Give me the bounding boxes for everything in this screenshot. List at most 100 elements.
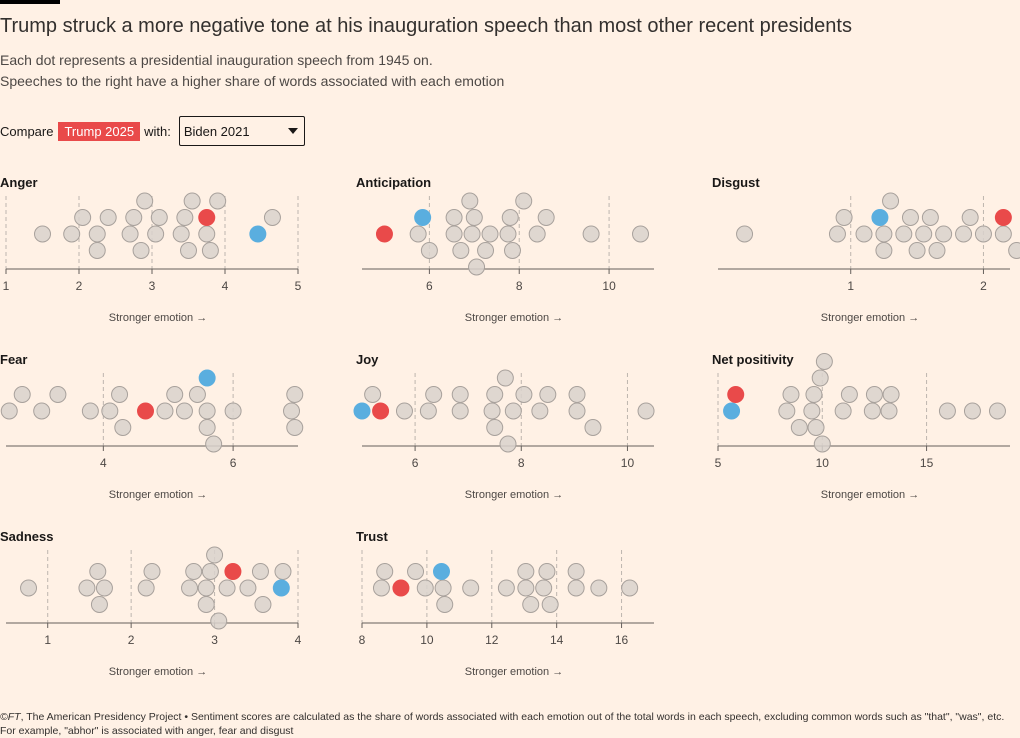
speech-dot bbox=[515, 386, 533, 403]
speech-dot bbox=[451, 402, 469, 420]
speech-dot bbox=[286, 386, 304, 403]
speech-dot bbox=[538, 563, 556, 580]
tick-label: 1 bbox=[44, 633, 51, 647]
speech-dot bbox=[938, 402, 956, 420]
speech-dot bbox=[147, 225, 165, 243]
speech-dot bbox=[582, 225, 600, 243]
tick-label: 1 bbox=[847, 279, 854, 293]
page-title: Trump struck a more negative tone at his… bbox=[0, 15, 852, 37]
compare-dot bbox=[414, 209, 432, 226]
speech-dot bbox=[736, 225, 754, 243]
speech-dot bbox=[805, 386, 823, 403]
speech-dot bbox=[531, 402, 549, 420]
speech-dot bbox=[835, 209, 853, 226]
panel-title-sadness: Sadness bbox=[0, 529, 53, 544]
axis-caption: Stronger emotion → bbox=[821, 312, 919, 324]
speech-dot bbox=[834, 402, 852, 420]
speech-dot bbox=[445, 225, 463, 243]
speech-dot bbox=[828, 225, 846, 243]
tick-label: 10 bbox=[816, 456, 830, 470]
speech-dot bbox=[882, 192, 900, 210]
speech-dot bbox=[364, 386, 382, 403]
footer-note: ©FT, The American Presidency Project • S… bbox=[0, 711, 1010, 738]
speech-dot bbox=[568, 402, 586, 420]
speech-dot bbox=[535, 579, 553, 597]
speech-dot bbox=[90, 596, 108, 613]
speech-dot bbox=[372, 579, 390, 597]
speech-dot bbox=[863, 402, 881, 420]
tick-label: 8 bbox=[516, 279, 523, 293]
speech-dot bbox=[1008, 242, 1020, 259]
tick-label: 6 bbox=[230, 456, 237, 470]
trump-dot bbox=[224, 563, 242, 580]
tick-label: 5 bbox=[295, 279, 302, 293]
panel-title-disgust: Disgust bbox=[712, 175, 760, 190]
compare-select[interactable]: Biden 2021 bbox=[178, 116, 305, 146]
tick-label: 15 bbox=[920, 456, 934, 470]
speech-dot bbox=[34, 225, 51, 243]
compare-dot bbox=[353, 402, 371, 420]
speech-dot bbox=[840, 386, 858, 403]
speech-dot bbox=[283, 402, 301, 420]
tick-label: 8 bbox=[359, 633, 366, 647]
speech-dot bbox=[286, 419, 304, 436]
speech-dot bbox=[568, 386, 586, 403]
compare-dot bbox=[432, 563, 450, 580]
speech-dot bbox=[33, 402, 51, 420]
panel-anger: Anger 1 2 3 4 5 Stronger emotion → bbox=[0, 175, 302, 324]
tick-label: 2 bbox=[76, 279, 83, 293]
speech-dot bbox=[425, 386, 443, 403]
speech-dot bbox=[901, 209, 919, 226]
speech-dot bbox=[462, 579, 480, 597]
speech-dot bbox=[416, 579, 434, 597]
speech-dot bbox=[855, 225, 873, 243]
speech-dot bbox=[815, 353, 833, 370]
panel-sadness: Sadness 1 2 3 4 Stronger emotion → bbox=[0, 529, 302, 678]
speech-dot bbox=[517, 563, 535, 580]
speech-dot bbox=[567, 579, 585, 597]
speech-dot bbox=[172, 225, 190, 243]
trump-dot bbox=[137, 402, 155, 420]
ft-top-bar bbox=[0, 0, 60, 4]
speech-dot bbox=[95, 579, 113, 597]
axis-caption: Stronger emotion → bbox=[821, 489, 919, 501]
speech-dot bbox=[81, 402, 99, 420]
speech-dot bbox=[78, 579, 96, 597]
compare-select-value: Biden 2021 bbox=[183, 123, 250, 139]
speech-dot bbox=[499, 225, 517, 243]
speech-dot bbox=[181, 579, 199, 597]
speech-dot bbox=[813, 435, 831, 453]
speech-dot bbox=[409, 225, 427, 243]
speech-dot bbox=[928, 242, 946, 259]
speech-dot bbox=[74, 209, 92, 226]
speech-dot bbox=[419, 402, 437, 420]
speech-dot bbox=[994, 225, 1012, 243]
trump-dot bbox=[392, 579, 410, 597]
tick-label: 1 bbox=[3, 279, 10, 293]
speech-dot bbox=[522, 596, 540, 613]
speech-dot bbox=[395, 402, 413, 420]
speech-dot bbox=[451, 386, 469, 403]
speech-dot bbox=[205, 435, 223, 453]
speech-dot bbox=[955, 225, 973, 243]
speech-dot bbox=[452, 242, 470, 259]
speech-dot bbox=[499, 435, 517, 453]
speech-dot bbox=[88, 225, 106, 243]
speech-dot bbox=[114, 419, 132, 436]
speech-dot bbox=[541, 596, 559, 613]
speech-dot bbox=[486, 386, 504, 403]
speech-dot bbox=[263, 209, 281, 226]
speech-dot bbox=[125, 209, 143, 226]
compare-dot bbox=[249, 225, 267, 243]
compare-dot bbox=[272, 579, 290, 597]
tick-label: 5 bbox=[715, 456, 722, 470]
speech-dot bbox=[201, 242, 219, 259]
speech-dot bbox=[921, 209, 939, 226]
speech-dot bbox=[461, 192, 479, 210]
speech-dot bbox=[20, 579, 38, 597]
speech-dot bbox=[632, 225, 650, 243]
speech-dot bbox=[463, 225, 481, 243]
trump-dot bbox=[727, 386, 745, 403]
speech-dot bbox=[637, 402, 655, 420]
speech-dot bbox=[274, 563, 292, 580]
